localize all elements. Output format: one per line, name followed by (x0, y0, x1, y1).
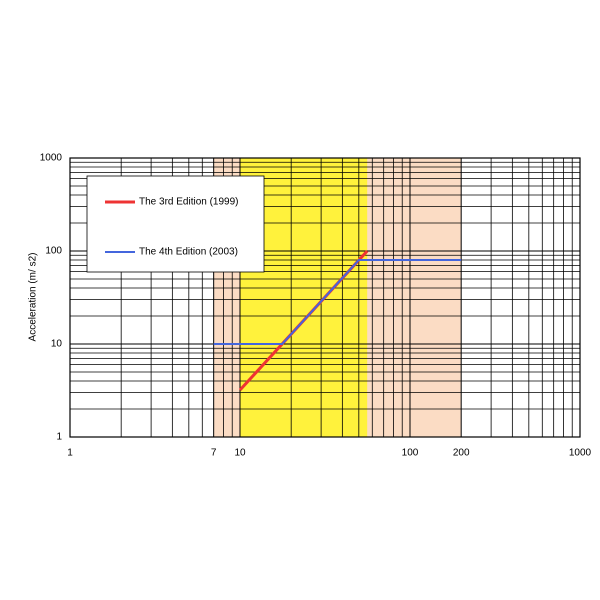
plot-frame (69, 157, 581, 438)
y-tick-label: 10 (51, 339, 63, 350)
legend-label: The 3rd Edition (1999) (139, 197, 239, 208)
y-tick-label: 1000 (40, 153, 63, 164)
legend-box (86, 175, 265, 273)
y-axis-label: Acceleration (m/ s2) (28, 253, 39, 342)
x-tick-label: 1000 (569, 448, 592, 459)
legend-label: The 4th Edition (2003) (139, 247, 238, 258)
y-tick-label: 1 (56, 432, 62, 443)
x-tick-label: 200 (453, 448, 470, 459)
y-tick-label: 100 (45, 246, 62, 257)
line (213, 259, 462, 345)
x-tick-label: 100 (402, 448, 419, 459)
x-tick-label: 10 (234, 448, 246, 459)
x-tick-label: 1 (67, 448, 73, 459)
x-tick-label: 7 (211, 448, 217, 459)
